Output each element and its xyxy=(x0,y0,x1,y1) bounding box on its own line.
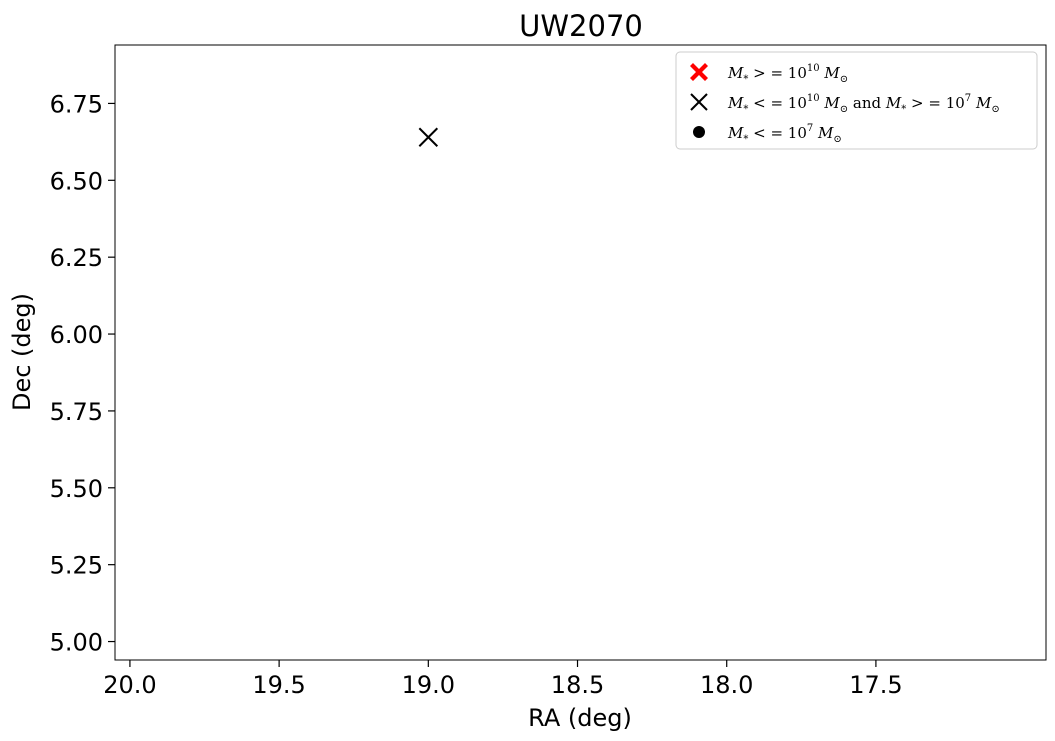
y-tick-label: 6.50 xyxy=(50,167,103,195)
y-tick-label: 5.75 xyxy=(50,398,103,426)
y-tick-label: 5.50 xyxy=(50,475,103,503)
y-tick-label: 6.75 xyxy=(50,90,103,118)
legend-marker-low-mass xyxy=(693,126,705,138)
data-point xyxy=(418,127,439,147)
legend-label-high-mass: M* > = 1010 M⊙ xyxy=(727,63,848,85)
x-tick-label: 19.0 xyxy=(402,671,455,699)
legend-label-mid-mass: M* < = 1010 M⊙ and M* > = 107 M⊙ xyxy=(727,93,1000,115)
chart-title: UW2070 xyxy=(519,9,643,43)
x-tick-label: 19.5 xyxy=(252,671,305,699)
x-tick-label: 18.0 xyxy=(700,671,753,699)
y-tick-label: 5.00 xyxy=(50,629,103,657)
y-axis-label: Dec (deg) xyxy=(8,293,36,411)
x-axis-label: RA (deg) xyxy=(528,704,632,732)
legend-label-low-mass: M* < = 107 M⊙ xyxy=(727,123,842,145)
y-tick-label: 6.25 xyxy=(50,244,103,272)
data-points xyxy=(418,127,439,147)
x-tick-label: 17.5 xyxy=(849,671,902,699)
x-tick-label: 20.0 xyxy=(103,671,156,699)
x-axis-ticks: 20.0 19.5 19.0 18.5 18.0 17.5 xyxy=(103,660,903,699)
y-tick-label: 5.25 xyxy=(50,552,103,580)
y-tick-label: 6.00 xyxy=(50,321,103,349)
x-tick-label: 18.5 xyxy=(551,671,604,699)
legend-box xyxy=(675,51,1038,150)
legend: M* > = 1010 M⊙ M* < = 1010 M⊙ and M* > =… xyxy=(675,51,1038,150)
y-axis-ticks: 5.00 5.25 5.50 5.75 6.00 6.25 6.50 6.75 xyxy=(50,90,115,657)
legend-marker-high-mass xyxy=(690,63,708,81)
legend-marker-mid-mass xyxy=(690,93,708,111)
